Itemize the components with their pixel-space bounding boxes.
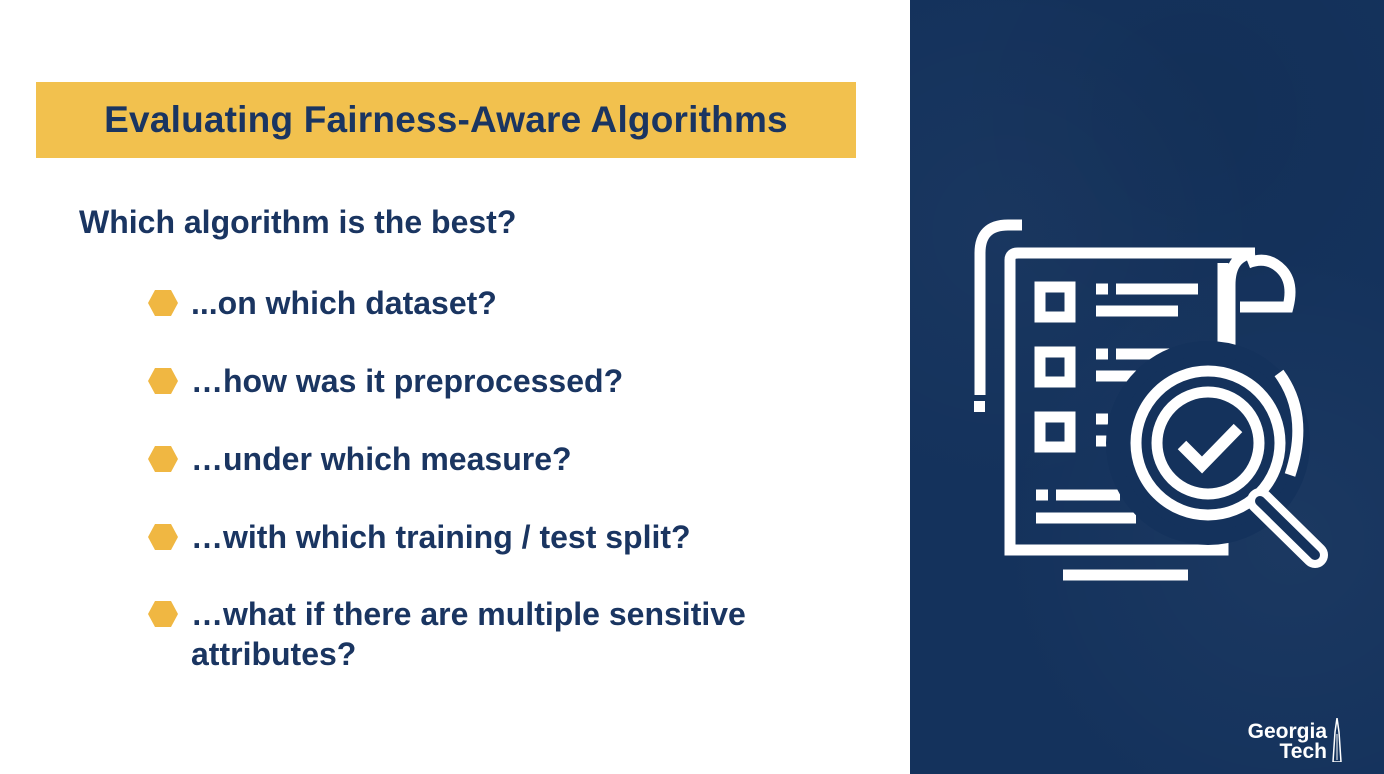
bullet-text: …what if there are multiple sensitive at… — [191, 596, 746, 672]
hexagon-bullet-icon — [148, 446, 178, 472]
tech-tower-icon — [1332, 718, 1342, 762]
georgia-tech-logo: Georgia Tech — [1248, 718, 1344, 762]
slide-title: Evaluating Fairness-Aware Algorithms — [104, 99, 788, 140]
hexagon-bullet-icon — [148, 290, 178, 316]
bullet-text: …with which training / test split? — [191, 519, 691, 555]
list-item: …under which measure? — [148, 439, 831, 479]
bullet-text: ...on which dataset? — [191, 285, 497, 321]
hexagon-bullet-icon — [148, 524, 178, 550]
question-heading: Which algorithm is the best? — [79, 204, 517, 240]
logo-line-georgia: Georgia — [1247, 720, 1327, 743]
slide-content: Evaluating Fairness-Aware Algorithms Whi… — [36, 82, 856, 674]
title-banner: Evaluating Fairness-Aware Algorithms — [36, 82, 856, 158]
bullet-text: …under which measure? — [191, 441, 572, 477]
logo-line-tech: Tech — [1279, 740, 1327, 763]
hexagon-bullet-icon — [148, 368, 178, 394]
bullet-text: …how was it preprocessed? — [191, 363, 624, 399]
hexagon-bullet-icon — [148, 601, 178, 627]
decorative-side-panel: Georgia Tech — [910, 0, 1384, 774]
list-item: ...on which dataset? — [148, 283, 831, 323]
checklist-magnifier-icon — [974, 219, 1328, 581]
list-item: …how was it preprocessed? — [148, 361, 831, 401]
list-item: …with which training / test split? — [148, 517, 831, 557]
list-item: …what if there are multiple sensitive at… — [148, 594, 831, 674]
